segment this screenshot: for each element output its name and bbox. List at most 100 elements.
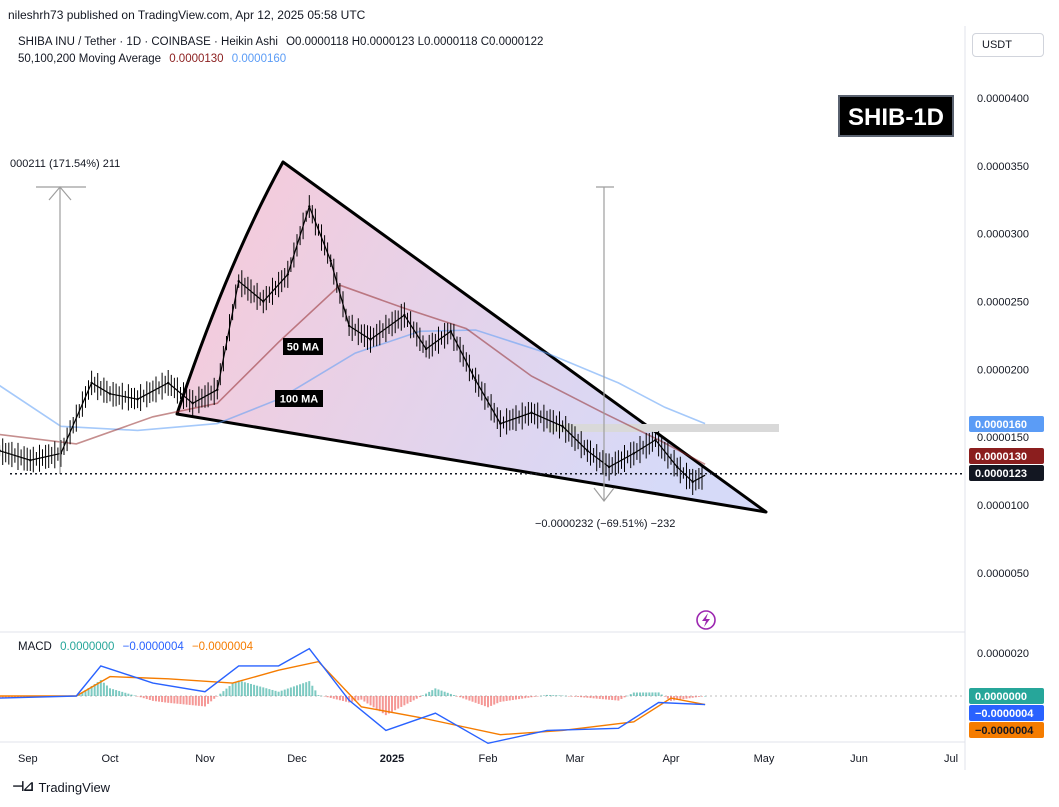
macd-histogram-bar — [617, 696, 620, 701]
macd-histogram-bar — [213, 696, 216, 699]
macd-histogram-bar — [268, 689, 271, 696]
macd-histogram-bar — [289, 687, 292, 696]
macd-histogram-bar — [286, 688, 289, 696]
tag-last-price: 0.0000123 — [969, 465, 1044, 481]
time-axis-label: Dec — [287, 753, 307, 765]
macd-legend: MACD 0.0000000 −0.0000004 −0.0000004 — [18, 641, 253, 653]
currency-button[interactable]: USDT — [972, 33, 1044, 57]
macd-histogram-bar — [326, 696, 329, 698]
macd-histogram-bar — [185, 696, 188, 705]
macd-signal-value: −0.0000004 — [191, 641, 254, 653]
macd-histogram-bar — [521, 696, 524, 699]
macd-histogram-bar — [93, 683, 96, 696]
macd-histogram-bar — [99, 679, 102, 696]
macd-histogram-bar — [511, 696, 514, 701]
macd-histogram-bar — [191, 696, 194, 706]
tag-macd-signal-text: −0.0000004 — [975, 725, 1034, 737]
macd-histogram-bar — [151, 696, 154, 701]
lightning-icon[interactable] — [696, 610, 716, 630]
macd-histogram-bar — [586, 696, 589, 698]
macd-histogram-bar — [381, 696, 384, 714]
macd-histogram-bar — [620, 696, 623, 699]
macd-histogram-bar — [493, 696, 496, 705]
time-axis-label: Sep — [18, 753, 38, 765]
macd-histogram-bar — [546, 694, 549, 696]
tag-last-price-bg — [969, 465, 1044, 481]
macd-histogram-bar — [219, 693, 222, 696]
ma-blue-line — [0, 329, 706, 432]
macd-histogram-bar — [338, 696, 341, 701]
macd-histogram-bar — [302, 683, 305, 696]
macd-histogram-bar — [345, 696, 348, 702]
macd-signal-line — [0, 660, 706, 736]
macd-histogram-bar — [626, 695, 629, 697]
time-axis-label: Feb — [479, 753, 498, 765]
ohlc-values: O0.0000118 H0.0000123 L0.0000118 C0.0000… — [286, 36, 544, 48]
macd-histogram-bar — [314, 690, 317, 696]
macd-histogram-bar — [280, 690, 283, 696]
macd-histogram-bar — [431, 690, 434, 696]
macd-histogram-bar — [176, 696, 179, 704]
macd-histogram-bar — [228, 686, 231, 696]
macd-histogram-bar — [409, 696, 412, 702]
macd-histogram-bar — [701, 696, 703, 697]
macd-histogram-bar — [471, 696, 474, 702]
macd-histogram-bar — [663, 696, 666, 697]
macd-histogram-bar — [480, 696, 483, 706]
macd-histogram-bar — [468, 696, 471, 701]
macd-histogram-bar — [179, 696, 182, 705]
macd-histogram-bar — [446, 692, 449, 696]
macd-histogram-bar — [271, 689, 274, 696]
macd-histogram-bar — [536, 696, 539, 697]
macd-histogram-bar — [397, 696, 400, 709]
macd-histogram-bar — [246, 683, 249, 696]
macd-histogram-bar — [434, 688, 437, 696]
macd-histogram-bar — [329, 696, 332, 698]
macd-histogram-bar — [403, 696, 406, 706]
price-scale-label: 0.0000350 — [977, 161, 1029, 173]
macd-histogram-bar — [341, 696, 344, 701]
tag-ma-blue: 0.0000160 — [969, 416, 1044, 432]
macd-histogram-bar — [697, 696, 700, 697]
lightning-icon-bolt — [702, 613, 710, 627]
macd-histogram-bar — [406, 696, 409, 704]
tradingview-logo[interactable]: ⊣⊿ TradingView — [12, 779, 110, 795]
macd-histogram-bar — [635, 692, 638, 696]
macd-histogram-bar — [425, 693, 428, 696]
tag-ma-red: 0.0000130 — [969, 448, 1044, 464]
time-axis-label: Nov — [195, 753, 215, 765]
macd-histogram-bar — [623, 696, 626, 698]
macd-histogram-bar — [483, 696, 486, 707]
macd-histogram-bar — [462, 696, 465, 699]
macd-histogram-bar — [357, 696, 360, 701]
macd-histogram-bar — [685, 696, 688, 699]
ma50-badge-text: 50 MA — [287, 341, 319, 353]
macd-histogram-bar — [542, 695, 545, 696]
macd-histogram-bar — [394, 696, 397, 711]
macd-histogram-bar — [283, 689, 286, 696]
symbol-name: SHIBA INU / Tether · 1D · COINBASE · Hei… — [18, 36, 278, 48]
ma50-badge-bg — [283, 338, 323, 355]
macd-histogram-bar — [124, 692, 127, 696]
ma-value-blue: 0.0000160 — [231, 53, 287, 65]
macd-line — [0, 647, 706, 745]
price-scale-label: 0.0000250 — [977, 297, 1029, 309]
macd-histogram-bar — [514, 696, 517, 700]
ma50-badge: 50 MA — [283, 338, 323, 355]
macd-histogram-bar — [109, 688, 111, 696]
macd-histogram-bar — [161, 696, 164, 703]
macd-histogram-bar — [443, 691, 446, 696]
macd-histogram-bar — [154, 696, 157, 702]
macd-histogram-bar — [465, 696, 468, 700]
macd-histogram-bar — [170, 696, 173, 704]
macd-histogram-bar — [200, 696, 203, 707]
macd-histogram-bar — [136, 696, 139, 697]
macd-histogram-bar — [666, 696, 669, 699]
symbol-legend: SHIBA INU / Tether · 1D · COINBASE · Hei… — [18, 36, 543, 48]
macd-histogram-bar — [530, 696, 533, 698]
macd-histogram-bar — [428, 691, 431, 696]
price-line — [0, 204, 706, 483]
macd-histogram-bar — [415, 696, 418, 699]
macd-histogram-bar — [216, 696, 219, 697]
